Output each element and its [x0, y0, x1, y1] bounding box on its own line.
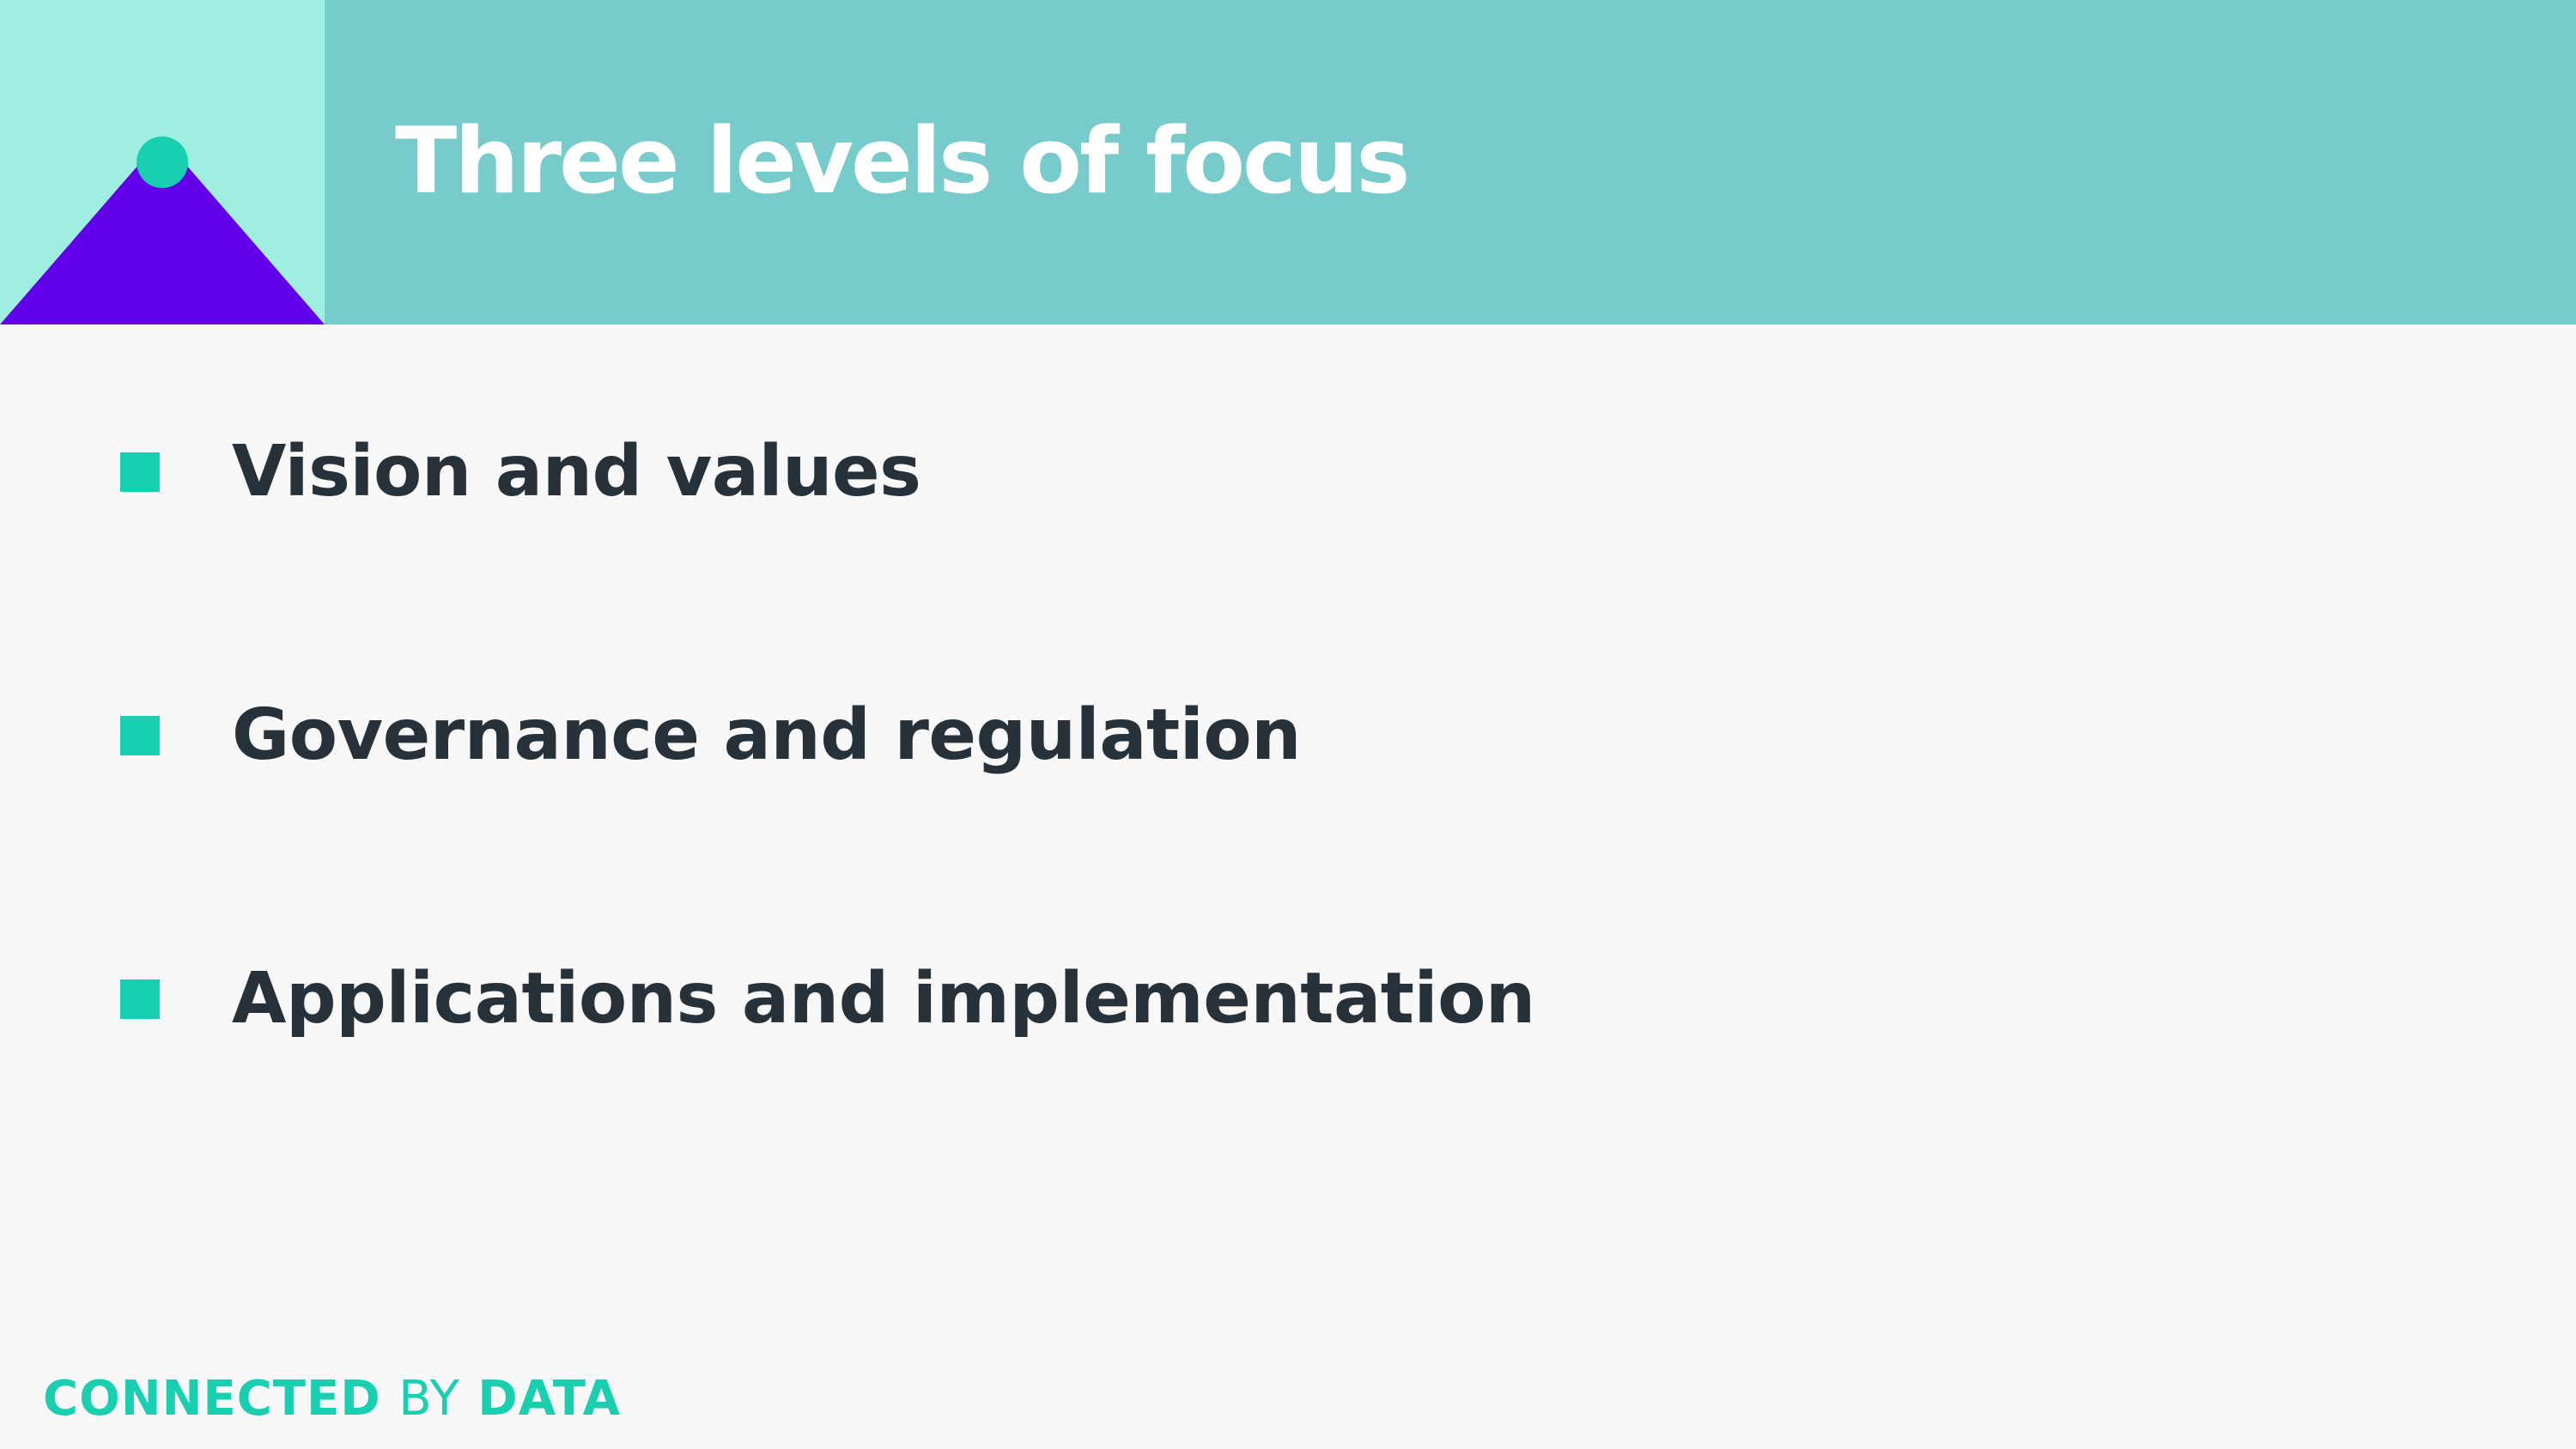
bullet-text: Applications and implementation [232, 958, 1535, 1040]
bullet-text: Governance and regulation [232, 694, 1302, 776]
square-bullet-icon [120, 452, 160, 492]
bullet-item-applications: Applications and implementation [120, 948, 1535, 1051]
square-bullet-icon [120, 979, 160, 1019]
slide-title: Three levels of focus [395, 108, 1410, 214]
brand-word-connected: CONNECTED [43, 1371, 381, 1427]
footer-brand-wordmark: CONNECTED BY DATA [43, 1367, 621, 1432]
brand-word-data: DATA [477, 1371, 621, 1427]
bullet-item-vision: Vision and values [120, 421, 921, 524]
brand-word-by: BY [398, 1371, 460, 1427]
bullet-item-governance: Governance and regulation [120, 684, 1302, 787]
mountain-peak-logo-icon [0, 0, 325, 324]
square-bullet-icon [120, 716, 160, 755]
header-band [0, 0, 2576, 324]
bullet-text: Vision and values [232, 431, 921, 512]
